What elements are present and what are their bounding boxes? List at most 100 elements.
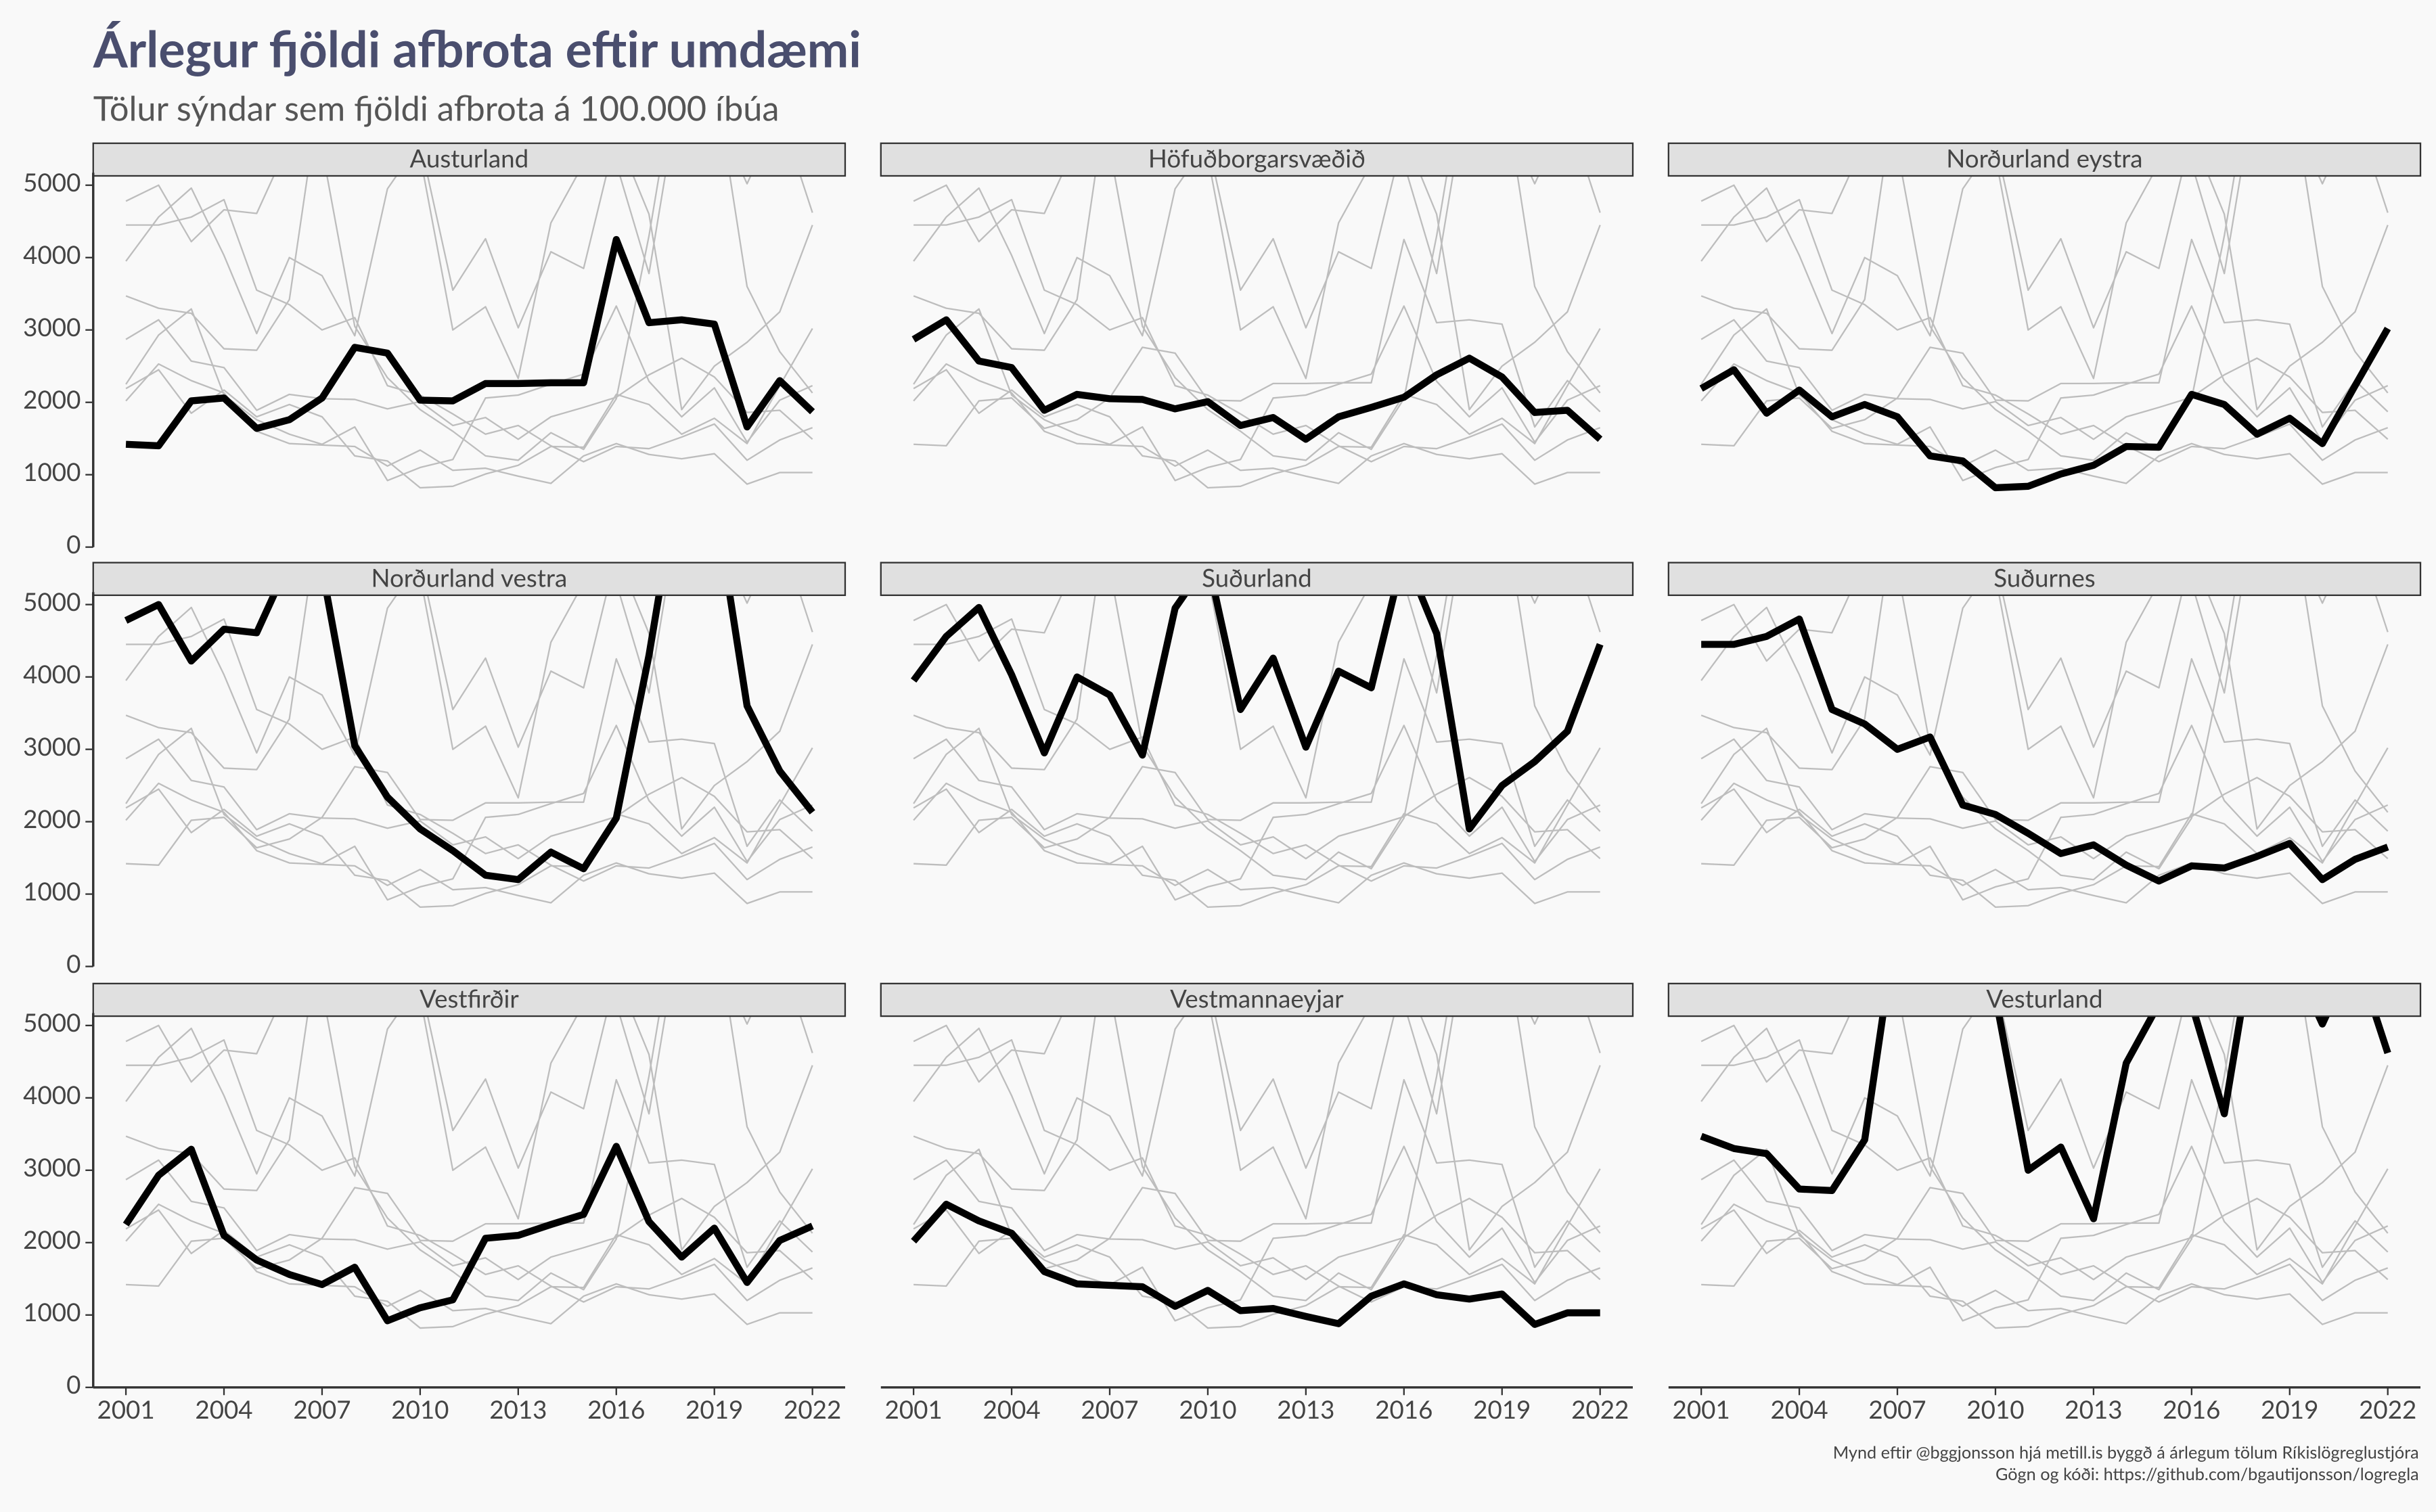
strip — [880, 142, 1634, 177]
panel — [910, 595, 1604, 909]
context-line — [1700, 725, 2389, 901]
context-line — [913, 1159, 1601, 1281]
panel — [124, 595, 815, 909]
context-line — [913, 595, 1601, 799]
context-line — [1700, 1203, 2388, 1325]
x-tick-label: 2013 — [2065, 1394, 2122, 1424]
panel-title: Höfuðborgarsvæðið — [1148, 143, 1366, 173]
context-line — [1700, 1159, 2389, 1281]
context-line — [913, 1168, 1601, 1329]
y-tick-label: 4000 — [23, 239, 81, 269]
context-line — [1700, 363, 2388, 485]
x-tick-label: 2007 — [1081, 1394, 1138, 1424]
highlight-line — [125, 235, 815, 450]
panel — [1700, 595, 2389, 909]
x-tick-label: 2019 — [685, 1394, 743, 1424]
x-tick-label: 2013 — [489, 1394, 547, 1424]
panel — [125, 175, 815, 489]
highlight-line — [1701, 615, 2389, 885]
x-tick-label: 2019 — [2261, 1394, 2318, 1424]
context-line — [913, 175, 1601, 380]
context-line — [1700, 1016, 2389, 1302]
context-line — [1700, 1145, 2389, 1322]
context-line — [913, 175, 1601, 461]
y-tick-label: 0 — [66, 529, 81, 559]
x-tick-label: 2016 — [587, 1394, 645, 1424]
x-tick-label: 2010 — [1179, 1394, 1236, 1424]
y-tick-label: 2000 — [23, 1224, 81, 1254]
y-tick-label: 5000 — [23, 587, 81, 616]
context-line — [914, 1039, 1601, 1303]
highlight-line — [124, 595, 815, 884]
context-line — [1700, 1168, 2389, 1329]
strip — [1667, 142, 2422, 177]
strip — [880, 562, 1634, 597]
context-line — [1700, 595, 2389, 799]
context-line — [1700, 175, 2389, 411]
caption: Mynd eftir @bggjonsson hjá metill.is byg… — [1833, 1442, 2419, 1463]
panel — [1700, 1016, 2391, 1329]
context-line — [126, 199, 813, 463]
context-line — [913, 1016, 1601, 1220]
context-line — [1700, 175, 2389, 380]
y-tick-label: 5000 — [23, 1007, 81, 1037]
panel-title: Vestfirðir — [420, 984, 519, 1013]
panel-title: Norðurland vestra — [371, 562, 568, 592]
panel-title: Vestmannaeyjar — [1170, 984, 1344, 1013]
context-line — [914, 618, 1601, 882]
chart-subtitle: Tölur sýndar sem fjöldi afbrota á 100.00… — [93, 87, 780, 129]
x-tick-label: 2013 — [1277, 1394, 1334, 1424]
context-line — [125, 175, 813, 461]
strip — [1667, 982, 2422, 1017]
highlight-line — [910, 595, 1604, 833]
y-tick-label: 2000 — [23, 384, 81, 414]
x-tick-label: 2001 — [884, 1394, 942, 1424]
context-line — [913, 738, 1601, 860]
x-tick-label: 2004 — [1770, 1394, 1828, 1424]
y-tick-label: 2000 — [23, 804, 81, 833]
context-line — [125, 1016, 813, 1251]
context-line — [1700, 782, 2388, 904]
context-line — [125, 725, 813, 901]
caption: Gögn og kóði: https://github.com/bgautij… — [1995, 1464, 2419, 1484]
context-line — [1700, 595, 2389, 830]
x-tick-label: 2001 — [97, 1394, 154, 1424]
context-line — [125, 595, 813, 830]
x-tick-label: 2007 — [1868, 1394, 1926, 1424]
context-line — [913, 1016, 1601, 1251]
context-line — [1701, 1039, 2389, 1303]
context-line — [125, 747, 813, 909]
panel — [1699, 175, 2391, 492]
x-tick-label: 2022 — [1571, 1394, 1629, 1424]
context-line — [913, 328, 1601, 489]
x-tick-label: 2022 — [2359, 1394, 2416, 1424]
context-line — [1700, 595, 2389, 881]
context-line — [125, 319, 813, 440]
context-line — [913, 782, 1600, 904]
panel-title: Norðurland eystra — [1946, 143, 2142, 173]
x-tick-label: 2016 — [1375, 1394, 1433, 1424]
context-line — [125, 175, 813, 380]
highlight-line — [1700, 1016, 2391, 1222]
x-tick-label: 2019 — [1473, 1394, 1531, 1424]
panel — [911, 1016, 1601, 1329]
strip — [92, 142, 847, 177]
context-line — [913, 305, 1601, 482]
x-tick-label: 2004 — [983, 1394, 1040, 1424]
panel-title: Austurland — [409, 143, 528, 173]
panel — [911, 175, 1603, 489]
strip — [92, 562, 847, 597]
x-tick-label: 2016 — [2163, 1394, 2220, 1424]
context-line — [125, 738, 813, 860]
x-tick-label: 2001 — [1673, 1394, 1730, 1424]
context-line — [1701, 199, 2389, 463]
panel-title: Suðurland — [1202, 562, 1312, 592]
y-tick-label: 5000 — [23, 167, 81, 197]
y-tick-label: 3000 — [23, 312, 81, 342]
y-tick-label: 0 — [66, 1369, 81, 1399]
context-line — [1700, 1016, 2389, 1251]
context-line — [125, 595, 813, 799]
